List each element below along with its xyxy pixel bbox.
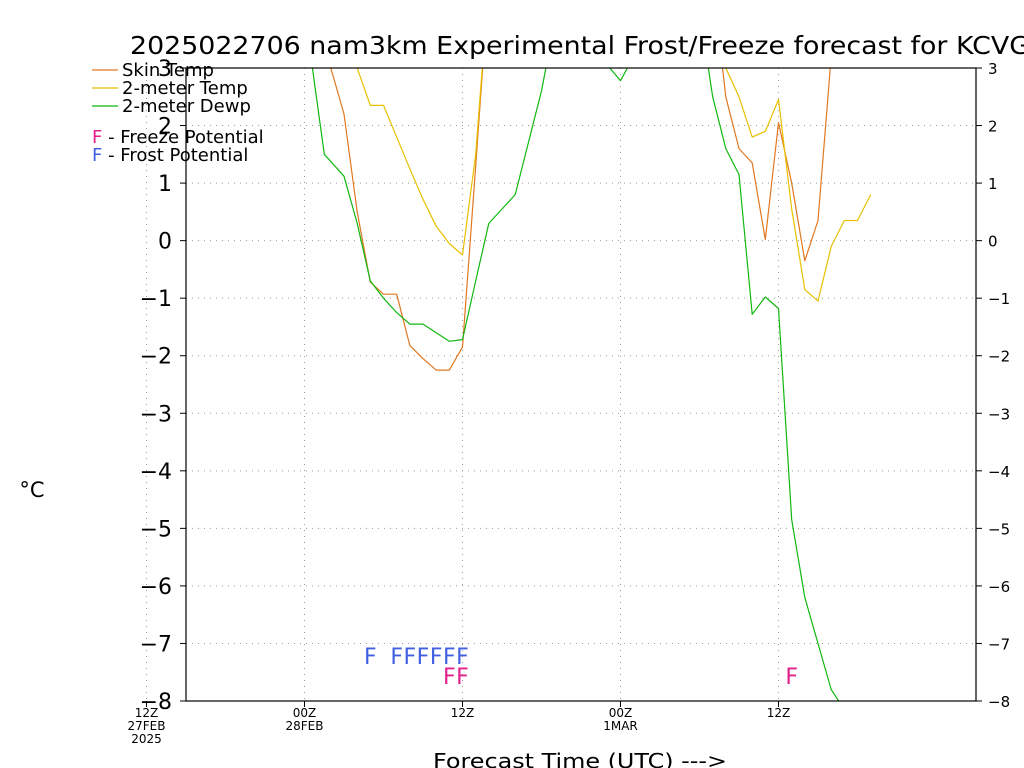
- x-tick-label: 12Z: [767, 706, 791, 720]
- potential-flags: F F F F F F FF F F: [364, 645, 798, 690]
- y-tick-label-right: 3: [988, 60, 998, 78]
- legend-label: 2-meter Temp: [122, 78, 248, 99]
- y-axis-right: 3 2 1 0 −1 −2 −3 −4 −5 −6 −7 −8: [976, 60, 1010, 711]
- x-tick-label: 12Z: [135, 706, 159, 720]
- x-tick-label: 00Z: [609, 706, 633, 720]
- legend-label: 2-meter Dewp: [122, 96, 251, 117]
- series-line-2-meter-dewp: [311, 68, 840, 701]
- series-line-2-meter-temp: [356, 68, 872, 302]
- frost-flag: F: [417, 645, 430, 670]
- x-tick-label: 00Z: [293, 706, 317, 720]
- freeze-flag: F: [443, 665, 456, 690]
- plot-frame: [185, 67, 977, 702]
- x-tick-label: 27FEB: [128, 719, 166, 733]
- y-tick-label-right: −8: [988, 693, 1010, 711]
- x-axis-label: Forecast Time (UTC) --->: [433, 749, 727, 768]
- y-tick-label-right: 1: [988, 175, 998, 193]
- legend-flag-entry: F - Frost Potential: [92, 145, 248, 166]
- frost-flag: F: [456, 645, 469, 670]
- legend-label: Skin Temp: [122, 60, 214, 81]
- frost-flag: F: [364, 645, 377, 670]
- x-tick-label: 28FEB: [286, 719, 324, 733]
- frost-flag: F: [390, 645, 403, 670]
- y-tick-label: 1: [158, 172, 172, 197]
- y-tick-label-right: −2: [988, 348, 1010, 366]
- y-tick-label: −8: [140, 690, 172, 715]
- y-tick-label-right: −5: [988, 520, 1010, 538]
- y-axis-label: °C: [19, 478, 44, 502]
- y-tick-label: 2: [158, 115, 172, 140]
- y-axis-left: 3 2 1 0 −1 −2 −3 −4 −5 −6 −7 −8: [140, 57, 186, 715]
- chart-title: 2025022706 nam3km Experimental Frost/Fre…: [130, 31, 1024, 60]
- y-tick-label: −5: [140, 517, 172, 542]
- frost-flag: F: [443, 645, 456, 670]
- y-tick-label: 0: [158, 230, 172, 255]
- x-tick-label: 1MAR: [603, 719, 638, 733]
- y-tick-label-right: 0: [988, 233, 998, 251]
- legend-flag-letter: F: [92, 145, 102, 166]
- y-tick-label-right: −4: [988, 463, 1010, 481]
- y-tick-label-right: −3: [988, 405, 1010, 423]
- y-tick-label-right: 2: [988, 118, 998, 136]
- legend-flag-letter: F: [92, 127, 102, 148]
- frost-flag: F: [430, 645, 443, 670]
- legend-flag-entry: F - Freeze Potential: [92, 127, 264, 148]
- freeze-flag: F: [456, 665, 469, 690]
- y-tick-label-right: −6: [988, 578, 1010, 596]
- series-group: [311, 68, 872, 701]
- y-tick-label: −6: [140, 575, 172, 600]
- frost-flag: F: [404, 645, 417, 670]
- y-tick-label: −1: [140, 287, 172, 312]
- series-line-skin-temp: [330, 68, 831, 371]
- legend-flag-label: - Frost Potential: [102, 145, 248, 166]
- y-tick-label-right: −1: [988, 290, 1010, 308]
- x-tick-label: 12Z: [451, 706, 475, 720]
- y-tick-label: −7: [140, 632, 172, 657]
- y-tick-label: −2: [140, 345, 172, 370]
- y-tick-label: −4: [140, 460, 172, 485]
- y-tick-label: 3: [158, 57, 172, 82]
- y-tick-label: −3: [140, 402, 172, 427]
- y-tick-label-right: −7: [988, 635, 1010, 653]
- freeze-flag: F: [785, 665, 798, 690]
- legend-flag-label: - Freeze Potential: [102, 127, 263, 148]
- x-tick-label: 2025: [131, 732, 162, 746]
